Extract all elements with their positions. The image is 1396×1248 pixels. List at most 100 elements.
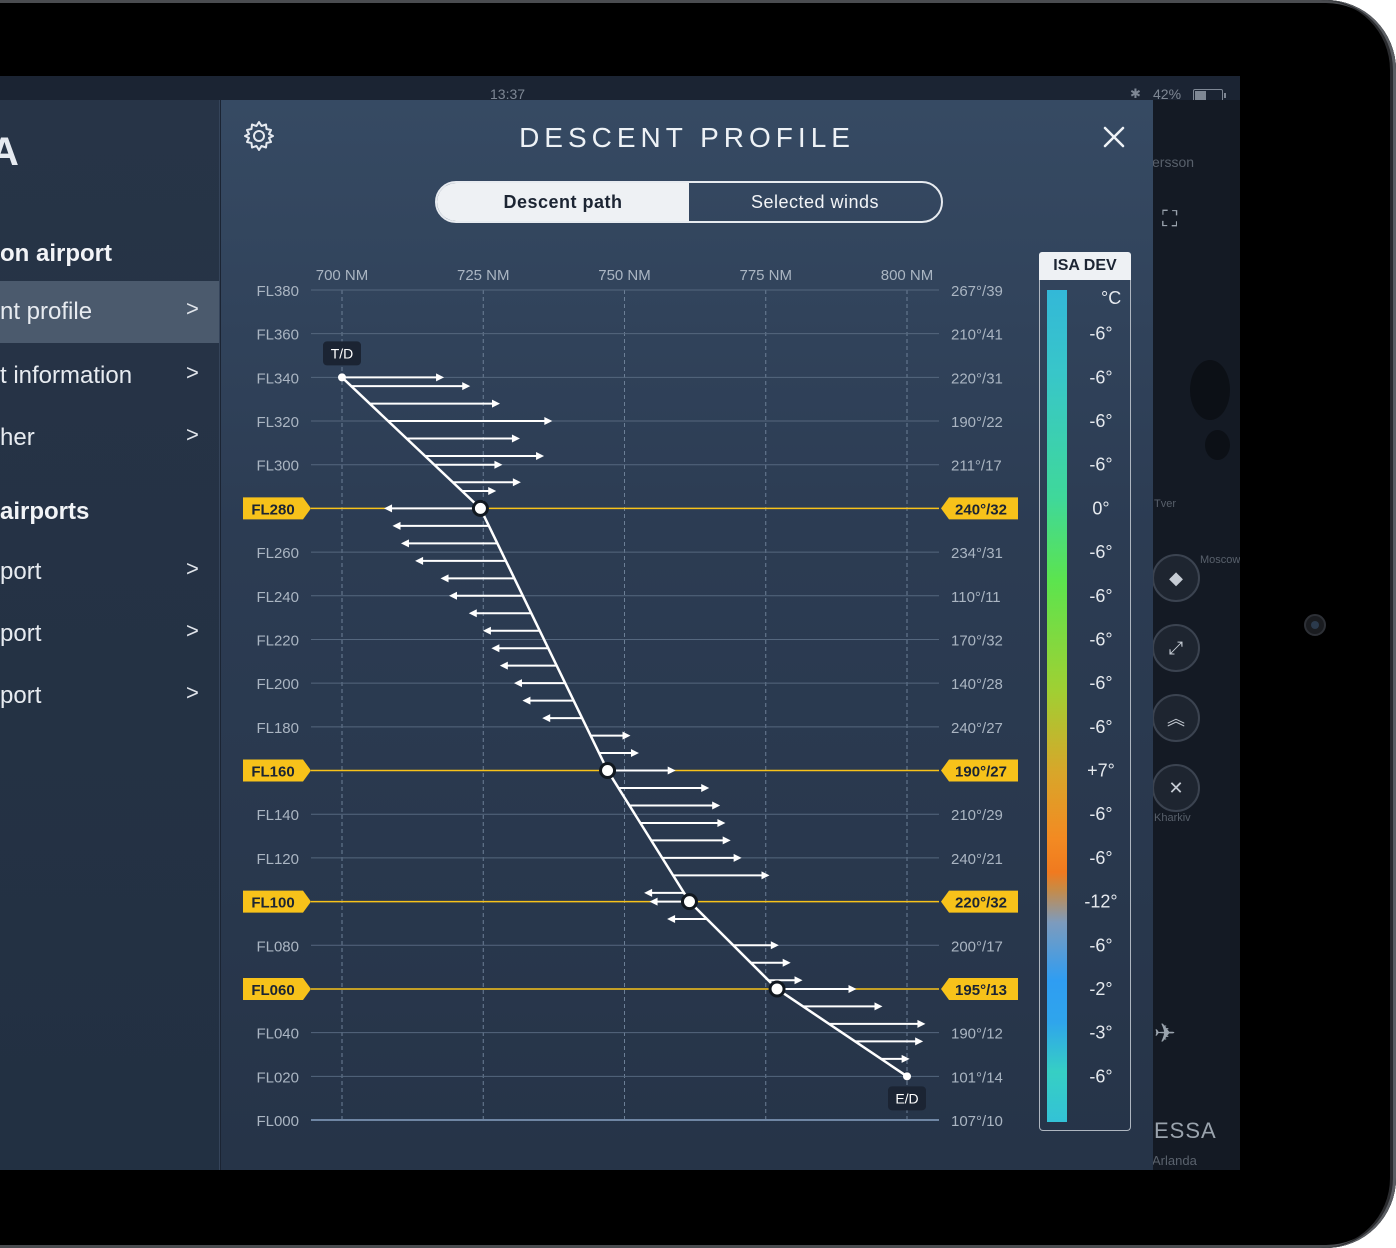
fullscreen-icon[interactable]: ⛶	[1162, 206, 1178, 231]
wind-arrow-head	[499, 661, 508, 670]
wind-arrow-head	[622, 731, 631, 740]
sidebar-item-label: her	[0, 424, 35, 451]
wind-arrow-head	[917, 1019, 926, 1028]
wind-arrow-head	[722, 836, 731, 845]
wind-arrow-head	[667, 915, 676, 924]
wind-arrow-head	[667, 766, 676, 775]
wind-arrow-head	[440, 574, 449, 583]
wind-arrow-head	[522, 696, 531, 705]
isa-value: -6°	[1089, 411, 1112, 431]
level-tag	[243, 977, 311, 1000]
section-title: on airport	[0, 240, 112, 267]
profile-button[interactable]: ︽	[1152, 694, 1200, 742]
wind-arrow-head	[848, 984, 857, 993]
isa-value: 0°	[1092, 498, 1109, 518]
chevron-right-icon: >	[186, 680, 199, 705]
top-of-descent-point	[338, 373, 346, 382]
path-waypoint	[599, 762, 617, 780]
close-icon: ✕	[1168, 777, 1184, 798]
path-waypoint	[680, 893, 698, 911]
map-panel[interactable]: ersson ⛶ Tver Moscow ◆ ⤢ ︽ ✕ Kharkiv ✈ E…	[1150, 100, 1240, 1170]
chevron-right-icon: >	[186, 618, 199, 643]
wind-arrow-head	[491, 644, 500, 653]
wind-arrow-head	[482, 626, 491, 635]
isa-dev-panel	[1039, 280, 1131, 1131]
level-label: FL140	[256, 807, 299, 824]
wind-arrow-head	[542, 714, 551, 723]
top-of-descent-label: T/D	[331, 345, 354, 361]
level-label: FL080	[256, 938, 299, 955]
wind-tag	[941, 977, 1018, 1000]
wind-arrow-head	[512, 478, 521, 487]
isa-value: -6°	[1089, 1066, 1112, 1086]
sidebar-item-airport-3[interactable]: port >	[0, 665, 219, 727]
wind-tag	[941, 759, 1018, 782]
wind-arrow-head	[449, 591, 457, 600]
app-logo: A	[0, 130, 19, 174]
layers-button[interactable]: ◆	[1152, 554, 1200, 602]
wind-label: 190°/12	[951, 1026, 1003, 1043]
chevron-right-icon: >	[186, 296, 199, 321]
isa-value: -6°	[1089, 717, 1112, 737]
level-label: FL320	[256, 414, 299, 431]
x-tick-label: 725 NM	[457, 267, 510, 284]
level-label: FL280	[251, 501, 294, 518]
end-of-descent-tag	[888, 1086, 926, 1111]
close-icon[interactable]	[1101, 124, 1127, 150]
sidebar-item-weather[interactable]: her >	[0, 407, 219, 469]
sidebar-item-airport-2[interactable]: port >	[0, 603, 219, 665]
sidebar-item-airport-information[interactable]: t information >	[0, 345, 219, 407]
wind-label: 101°/14	[951, 1069, 1003, 1086]
map-label: Kharkiv	[1154, 812, 1191, 824]
wind-label: 220°/32	[955, 895, 1007, 912]
chevron-right-icon: >	[186, 422, 199, 447]
wind-label: 140°/28	[951, 676, 1003, 693]
level-label: FL260	[256, 545, 299, 562]
sidebar-item-airport-1[interactable]: port >	[0, 541, 219, 603]
wind-label: 107°/10	[951, 1113, 1003, 1130]
wind-arrow-head	[384, 504, 393, 513]
wind-label: 267°/39	[951, 283, 1003, 300]
level-label: FL200	[256, 676, 299, 693]
bluetooth-icon: ✱	[1130, 86, 1141, 101]
isa-color-scale	[1047, 290, 1067, 1122]
route-button[interactable]: ⤢	[1152, 624, 1200, 672]
level-label: FL020	[256, 1069, 299, 1086]
level-label: FL060	[251, 982, 294, 999]
wind-arrow-head	[415, 556, 424, 565]
wind-label: 195°/13	[955, 982, 1007, 999]
wind-arrow-head	[649, 897, 658, 906]
descent-path-line	[341, 376, 908, 1078]
chevrons-up-icon: ︽	[1167, 709, 1185, 729]
airport-name: Arlanda	[1152, 1153, 1197, 1168]
x-tick-label: 700 NM	[316, 267, 369, 284]
isa-value: -2°	[1089, 979, 1112, 999]
isa-value: +7°	[1087, 761, 1115, 781]
tab-descent-path[interactable]: Descent path	[437, 183, 689, 221]
map-label: Moscow	[1200, 554, 1240, 566]
tab-selected-winds[interactable]: Selected winds	[750, 191, 880, 212]
wind-label: 210°/41	[951, 327, 1003, 344]
wind-label: 110°/11	[951, 589, 1001, 606]
view-toggle: Descent path Selected winds	[435, 181, 943, 223]
wind-arrow-head	[712, 801, 721, 810]
wind-arrow-head	[488, 486, 497, 495]
status-bar: 13:37 ✱ 42%	[0, 76, 1240, 102]
wind-arrow-head	[511, 434, 520, 443]
sidebar-item-descent-profile[interactable]: nt profile >	[0, 281, 219, 343]
wind-label: 210°/29	[951, 807, 1003, 824]
gear-icon[interactable]	[243, 120, 275, 152]
status-time: 13:37	[490, 86, 526, 102]
level-label: FL220	[256, 632, 299, 649]
wind-arrow-head	[733, 853, 742, 862]
wind-arrow-head	[494, 460, 503, 469]
wind-arrow-head	[491, 399, 500, 408]
clear-button[interactable]: ✕	[1152, 764, 1200, 812]
isa-value: -6°	[1089, 935, 1112, 955]
wind-arrow-head	[782, 958, 791, 967]
map-land-shape	[1205, 430, 1230, 460]
x-tick-label: 800 NM	[881, 267, 934, 284]
wind-arrow-head	[770, 941, 779, 950]
level-label: FL100	[251, 895, 294, 912]
wind-arrow-head	[513, 679, 522, 688]
